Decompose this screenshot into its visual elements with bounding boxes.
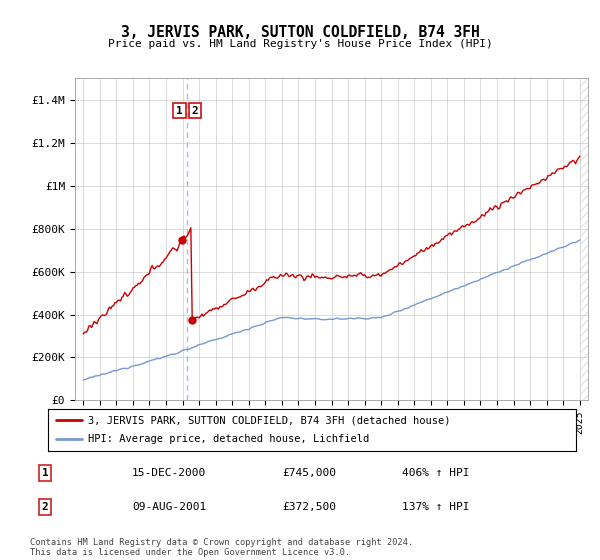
Text: 1: 1 <box>41 468 49 478</box>
Text: Price paid vs. HM Land Registry's House Price Index (HPI): Price paid vs. HM Land Registry's House … <box>107 39 493 49</box>
Text: £372,500: £372,500 <box>282 502 336 512</box>
Text: 3, JERVIS PARK, SUTTON COLDFIELD, B74 3FH (detached house): 3, JERVIS PARK, SUTTON COLDFIELD, B74 3F… <box>88 415 450 425</box>
Text: £745,000: £745,000 <box>282 468 336 478</box>
Text: 2: 2 <box>191 106 198 115</box>
Text: HPI: Average price, detached house, Lichfield: HPI: Average price, detached house, Lich… <box>88 435 369 445</box>
Text: 2: 2 <box>41 502 49 512</box>
Text: 406% ↑ HPI: 406% ↑ HPI <box>402 468 470 478</box>
Text: 3, JERVIS PARK, SUTTON COLDFIELD, B74 3FH: 3, JERVIS PARK, SUTTON COLDFIELD, B74 3F… <box>121 25 479 40</box>
Text: 137% ↑ HPI: 137% ↑ HPI <box>402 502 470 512</box>
Text: Contains HM Land Registry data © Crown copyright and database right 2024.
This d: Contains HM Land Registry data © Crown c… <box>30 538 413 557</box>
Text: 1: 1 <box>176 106 183 115</box>
Text: 15-DEC-2000: 15-DEC-2000 <box>132 468 206 478</box>
Text: 09-AUG-2001: 09-AUG-2001 <box>132 502 206 512</box>
